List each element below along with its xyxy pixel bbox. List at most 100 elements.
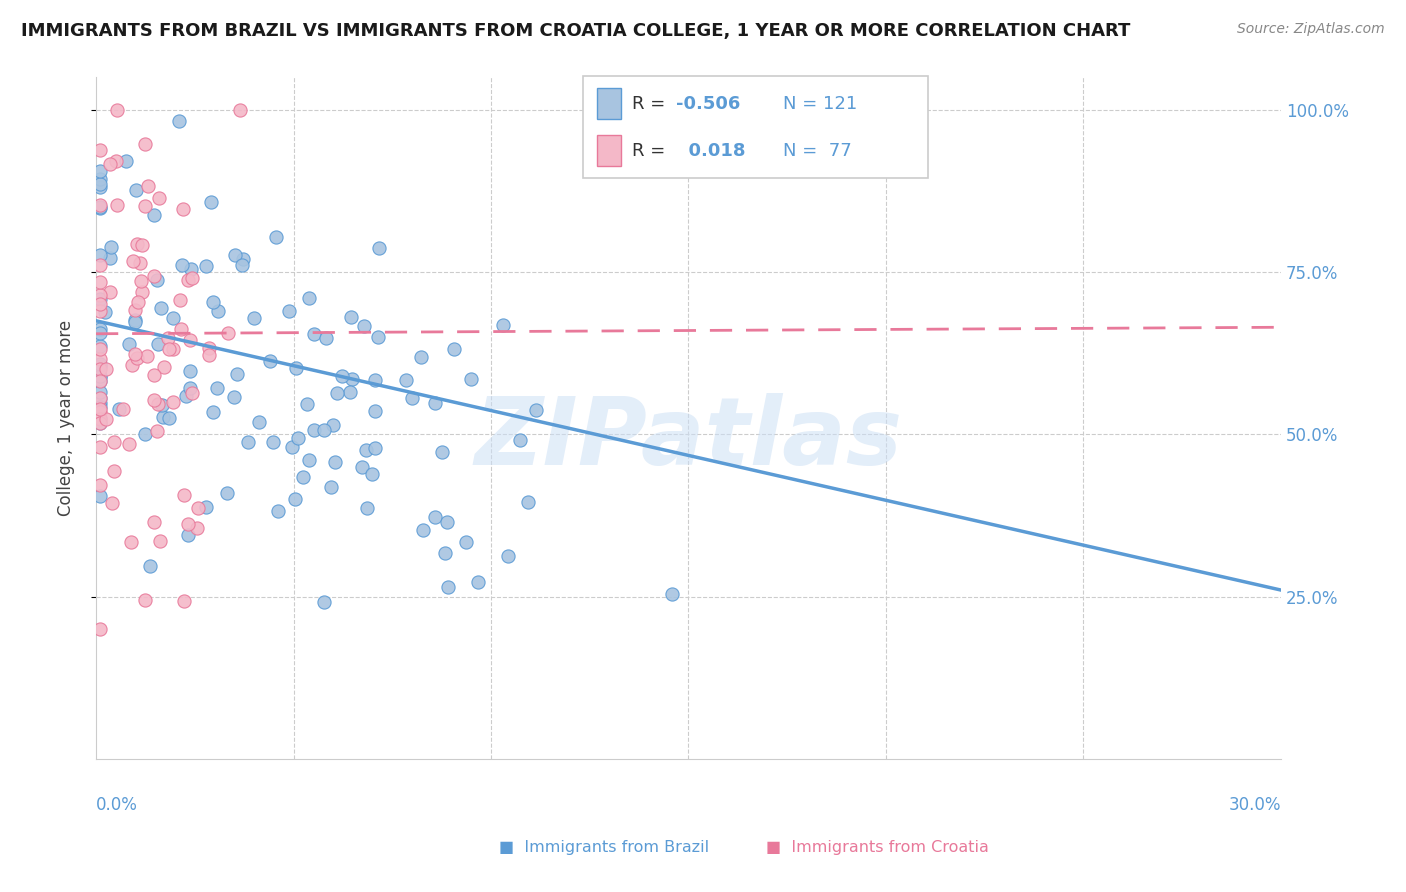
Point xyxy=(103,464,125,478)
Point xyxy=(180,270,202,285)
Point xyxy=(148,191,170,205)
Text: R =: R = xyxy=(631,95,671,113)
Point xyxy=(186,521,208,535)
Point xyxy=(89,304,111,318)
Point xyxy=(100,496,122,510)
Point xyxy=(134,427,156,442)
Point xyxy=(516,495,538,509)
Point xyxy=(412,523,434,537)
Point xyxy=(460,372,482,386)
Point xyxy=(228,103,250,117)
Point xyxy=(105,154,128,169)
Point xyxy=(89,275,111,289)
Point xyxy=(89,351,111,366)
Point xyxy=(142,393,165,408)
Point xyxy=(89,396,111,410)
Point xyxy=(131,285,153,300)
Point xyxy=(89,489,111,503)
Point xyxy=(149,534,172,549)
Point xyxy=(89,412,111,426)
Text: -0.506: -0.506 xyxy=(676,95,741,113)
Point xyxy=(173,488,195,502)
Point xyxy=(177,528,200,542)
Text: ■  Immigrants from Brazil: ■ Immigrants from Brazil xyxy=(499,839,709,855)
Point xyxy=(136,178,159,193)
Point xyxy=(319,480,342,494)
Y-axis label: College, 1 year or more: College, 1 year or more xyxy=(58,320,75,516)
Text: ZIPatlas: ZIPatlas xyxy=(474,392,903,484)
Point xyxy=(89,622,111,636)
Text: Source: ZipAtlas.com: Source: ZipAtlas.com xyxy=(1237,22,1385,37)
Point xyxy=(94,361,117,376)
Point xyxy=(89,201,111,215)
Point xyxy=(94,305,117,319)
Point xyxy=(315,330,337,344)
Point xyxy=(368,241,391,255)
Point xyxy=(89,440,111,454)
Point xyxy=(89,370,111,384)
Point xyxy=(89,171,111,186)
Point xyxy=(364,403,387,417)
Point xyxy=(340,372,363,386)
Point xyxy=(157,342,180,356)
Point xyxy=(353,319,375,334)
Point xyxy=(89,404,111,418)
Point xyxy=(167,114,190,128)
Point xyxy=(195,500,218,514)
Point xyxy=(661,587,683,601)
Point xyxy=(89,339,111,353)
Point xyxy=(226,368,249,382)
Point xyxy=(364,441,387,455)
Point xyxy=(124,313,146,327)
Point xyxy=(124,303,146,318)
Point xyxy=(215,485,238,500)
Point xyxy=(100,240,122,254)
Point xyxy=(287,431,309,445)
Point xyxy=(89,477,111,491)
Point xyxy=(259,354,281,368)
Point xyxy=(121,358,143,372)
Point xyxy=(177,273,200,287)
Point xyxy=(179,381,201,395)
Point xyxy=(302,327,325,342)
Point xyxy=(89,411,111,425)
Point xyxy=(162,342,184,356)
Point xyxy=(524,403,547,417)
Point xyxy=(143,368,166,383)
Point xyxy=(314,595,336,609)
Point xyxy=(118,437,141,451)
Point xyxy=(146,273,169,287)
Point xyxy=(498,549,520,563)
Point xyxy=(89,392,111,406)
Point xyxy=(89,384,111,399)
Point xyxy=(330,369,353,384)
Point xyxy=(295,397,318,411)
Point xyxy=(94,412,117,426)
Point xyxy=(278,303,301,318)
Point xyxy=(302,423,325,437)
Point xyxy=(224,248,246,262)
Point xyxy=(172,202,194,217)
Point xyxy=(443,342,465,356)
Text: R =: R = xyxy=(631,142,671,160)
Point xyxy=(146,424,169,438)
Point xyxy=(89,374,111,388)
Point xyxy=(114,154,136,169)
Point xyxy=(201,404,224,418)
Point xyxy=(361,467,384,482)
Point xyxy=(170,258,193,272)
Point xyxy=(207,304,229,318)
Point xyxy=(98,285,121,299)
Text: ■  Immigrants from Croatia: ■ Immigrants from Croatia xyxy=(766,839,990,855)
Point xyxy=(433,546,456,560)
Point xyxy=(198,341,221,355)
Point xyxy=(125,351,148,365)
Point xyxy=(89,359,111,374)
Point xyxy=(89,296,111,310)
Point xyxy=(205,381,228,395)
Point xyxy=(467,574,489,589)
Point xyxy=(395,373,418,387)
Point xyxy=(89,392,111,406)
Point xyxy=(89,401,111,415)
Point xyxy=(89,164,111,178)
